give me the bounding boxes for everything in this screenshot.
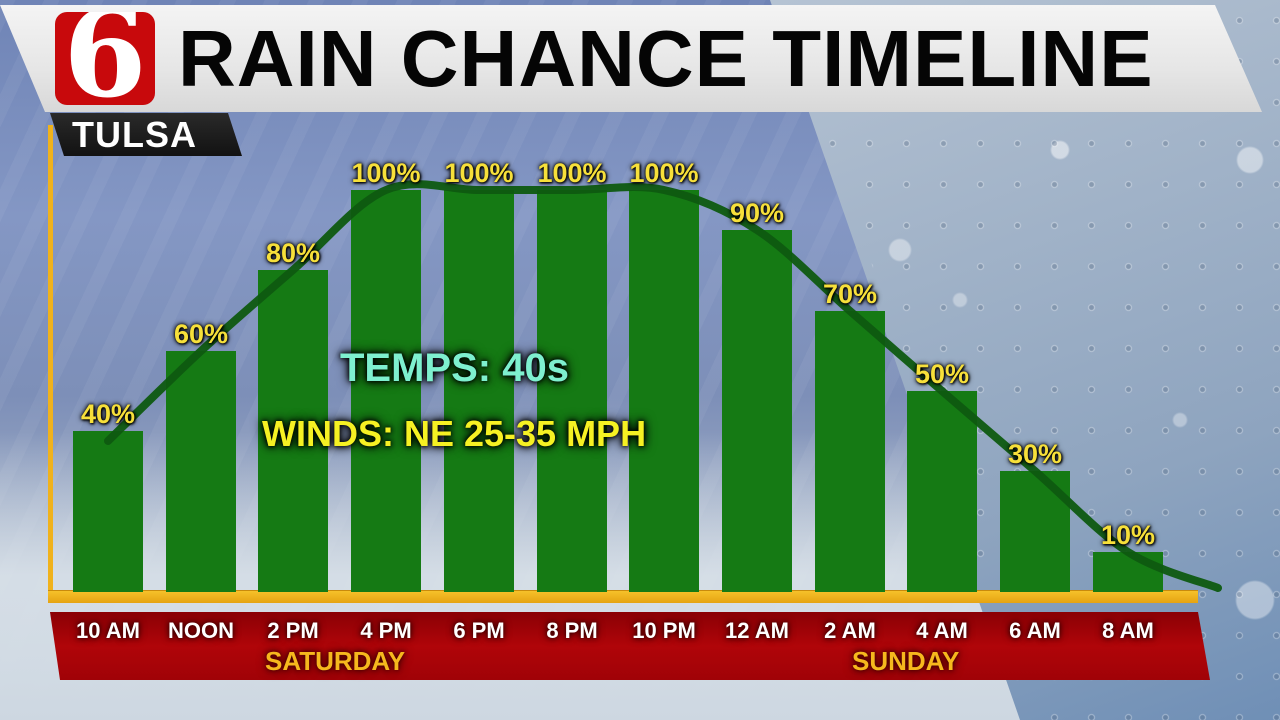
city-tab: TULSA xyxy=(50,113,242,156)
bar xyxy=(1093,552,1163,592)
bar xyxy=(815,311,885,592)
time-tick: 4 PM xyxy=(360,618,412,643)
title-banner xyxy=(0,5,1262,112)
winds-annotation: WINDS: NE 25-35 MPH xyxy=(262,413,647,454)
time-tick: NOON xyxy=(168,618,234,643)
day-label-saturday: SATURDAY xyxy=(265,646,406,676)
bar xyxy=(73,431,143,592)
value-label: 100% xyxy=(537,158,607,188)
logo-number: 6 xyxy=(63,12,147,105)
time-tick: 2 AM xyxy=(824,618,876,643)
bar xyxy=(907,391,977,592)
bar xyxy=(629,190,699,592)
station-logo-icon: 6 xyxy=(55,12,155,105)
value-label: 90% xyxy=(729,198,785,228)
temps-annotation: TEMPS: 40s xyxy=(340,346,569,390)
day-label-sunday: SUNDAY xyxy=(852,646,960,676)
bar xyxy=(444,190,514,592)
value-label: 60% xyxy=(173,319,229,349)
value-label: 40% xyxy=(80,399,136,429)
time-axis-band xyxy=(50,612,1210,680)
time-tick: 10 AM xyxy=(76,618,140,643)
time-tick: 6 PM xyxy=(453,618,505,643)
time-tick: 8 PM xyxy=(546,618,598,643)
bar xyxy=(351,190,421,592)
city-label: TULSA xyxy=(72,114,197,155)
bar xyxy=(258,270,328,592)
value-label: 100% xyxy=(629,158,699,188)
value-label: 100% xyxy=(444,158,514,188)
x-axis xyxy=(48,590,1198,603)
bar xyxy=(537,190,607,592)
value-label: 50% xyxy=(914,359,970,389)
time-tick: 8 AM xyxy=(1102,618,1154,643)
value-label: 80% xyxy=(265,238,321,268)
value-label: 70% xyxy=(822,279,878,309)
time-tick: 2 PM xyxy=(267,618,319,643)
time-tick: 6 AM xyxy=(1009,618,1061,643)
value-label: 30% xyxy=(1007,439,1063,469)
time-tick: 12 AM xyxy=(725,618,789,643)
y-axis xyxy=(48,125,53,603)
bar xyxy=(166,351,236,592)
value-label: 100% xyxy=(351,158,421,188)
bar xyxy=(722,230,792,592)
value-label: 10% xyxy=(1100,520,1156,550)
time-tick: 10 PM xyxy=(632,618,696,643)
time-tick: 4 AM xyxy=(916,618,968,643)
page-title: RAIN CHANCE TIMELINE xyxy=(178,14,1154,103)
